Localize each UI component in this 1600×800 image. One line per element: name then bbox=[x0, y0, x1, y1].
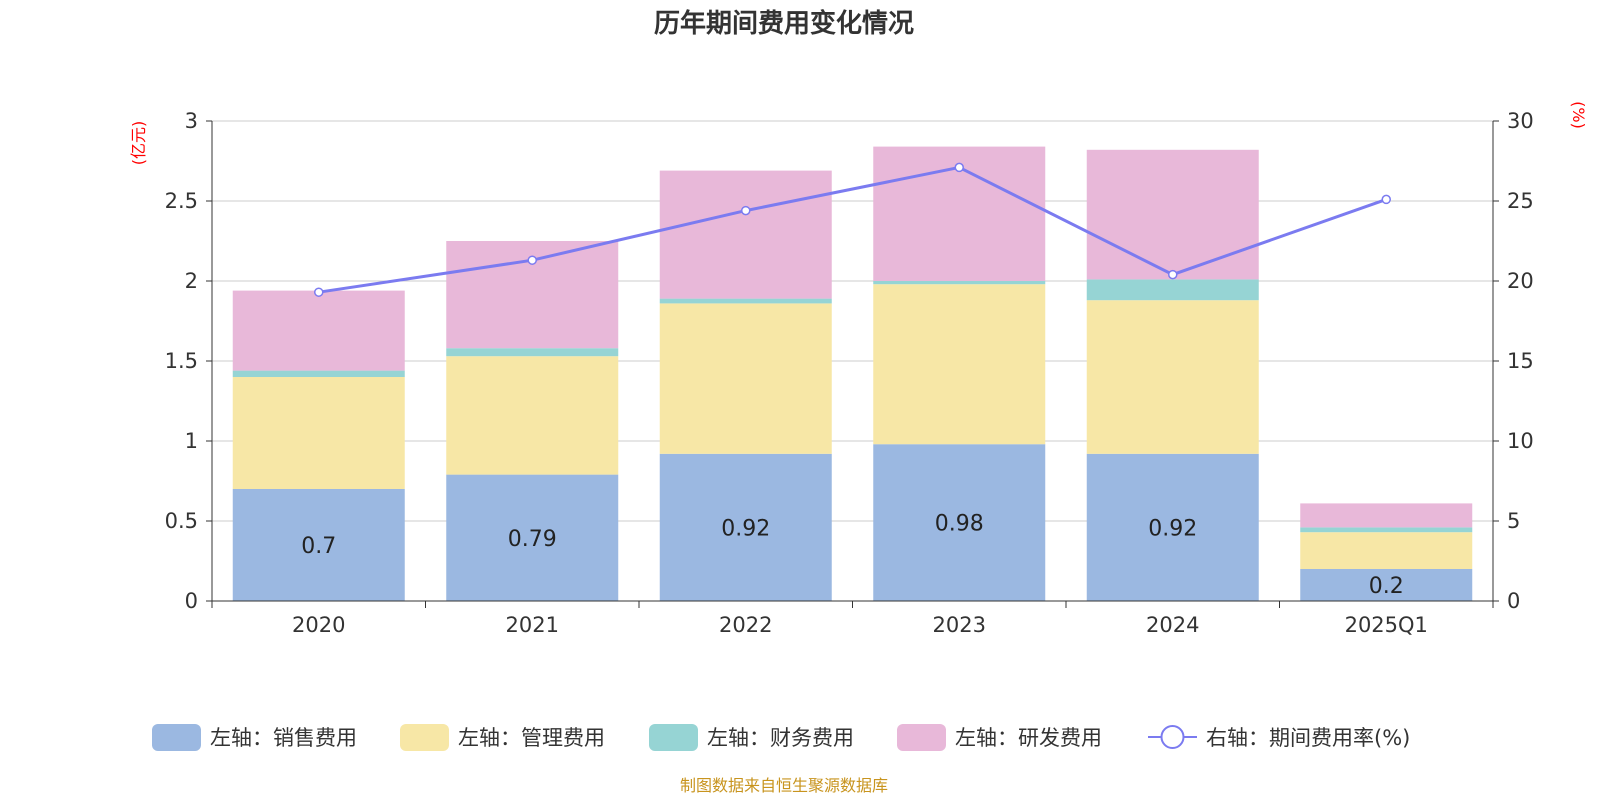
rate-point bbox=[741, 205, 751, 216]
source-note: 制图数据来自恒生聚源数据库 bbox=[680, 776, 888, 795]
legend-label: 左轴：管理费用 bbox=[458, 726, 605, 750]
rate-point bbox=[954, 162, 964, 173]
x-tick-label: 2021 bbox=[506, 613, 559, 637]
y-right-tick-label: 20 bbox=[1507, 269, 1534, 293]
grid bbox=[212, 120, 1493, 522]
bar-segment bbox=[873, 444, 1046, 601]
bar-segment bbox=[1086, 279, 1259, 301]
legend-swatch bbox=[152, 724, 201, 751]
rate-point bbox=[527, 255, 537, 265]
x-tick-label: 2022 bbox=[719, 613, 772, 637]
bar-segment bbox=[1300, 527, 1473, 533]
y-right-tick-label: 10 bbox=[1507, 429, 1534, 453]
y-right-tick-label: 5 bbox=[1507, 509, 1520, 533]
bar-segment bbox=[659, 453, 832, 601]
bar-segment bbox=[446, 348, 619, 357]
rate-point bbox=[314, 287, 324, 297]
data-label: 0.92 bbox=[721, 516, 770, 541]
data-label: 0.2 bbox=[1369, 574, 1404, 599]
legend-marker bbox=[1160, 725, 1185, 749]
legend-label: 左轴：销售费用 bbox=[210, 726, 357, 750]
y-left-tick-label: 1.5 bbox=[165, 349, 198, 373]
legend-label: 左轴：财务费用 bbox=[707, 726, 854, 750]
bar-segment bbox=[1086, 149, 1259, 280]
chart-title: 历年期间费用变化情况 bbox=[654, 8, 914, 39]
legend: 左轴：销售费用 左轴：管理费用 左轴：财务费用 左轴：研发费用 右轴：期间费用率(%) bbox=[152, 724, 1410, 751]
bar-segment bbox=[1300, 503, 1473, 528]
bars bbox=[232, 146, 1473, 601]
bar-segment bbox=[659, 303, 832, 454]
x-tick-label: 2023 bbox=[933, 613, 986, 637]
right-axis-unit: (%) bbox=[1569, 101, 1588, 129]
rate-line bbox=[314, 162, 1391, 297]
bar-segment bbox=[1300, 532, 1473, 569]
legend-label: 左轴：研发费用 bbox=[955, 726, 1102, 750]
y-left-tick-label: 0.5 bbox=[165, 509, 198, 533]
y-left-tick-label: 3 bbox=[185, 109, 198, 133]
left-axis-unit: (亿元) bbox=[129, 121, 148, 166]
legend-swatch bbox=[400, 724, 449, 751]
legend-swatch bbox=[897, 724, 946, 751]
data-label: 0.79 bbox=[508, 527, 557, 552]
rate-line-path bbox=[318, 165, 1387, 294]
bar-segment bbox=[1300, 569, 1473, 601]
x-tick-label: 2020 bbox=[292, 613, 345, 637]
bar-segment bbox=[232, 370, 405, 377]
y-left-tick-label: 0 bbox=[185, 589, 198, 613]
bar-segment bbox=[232, 377, 405, 489]
bar-segment bbox=[1086, 453, 1259, 601]
y-left-tick-label: 2 bbox=[185, 269, 198, 293]
data-label: 0.92 bbox=[1148, 516, 1197, 541]
data-labels: 0.7 0.79 0.92 0.98 0.92 0.2 bbox=[301, 512, 1404, 599]
y-right-tick-label: 30 bbox=[1507, 109, 1534, 133]
y-right-tick-label: 0 bbox=[1507, 589, 1520, 613]
bar-segment bbox=[873, 284, 1046, 445]
bar-segment bbox=[659, 298, 832, 304]
bar-segment bbox=[659, 170, 832, 299]
legend-swatch bbox=[649, 724, 698, 751]
x-tick-label: 2025Q1 bbox=[1345, 613, 1428, 637]
y-right-tick-label: 25 bbox=[1507, 189, 1534, 213]
rate-point bbox=[1168, 269, 1178, 280]
bar-segment bbox=[446, 474, 619, 601]
x-tick-label: 2024 bbox=[1146, 613, 1199, 637]
y-left-tick-label: 2.5 bbox=[165, 189, 198, 213]
bar-segment bbox=[1086, 300, 1259, 454]
y-right-tick-label: 15 bbox=[1507, 349, 1534, 373]
bar-segment bbox=[232, 489, 405, 601]
legend-label: 右轴：期间费用率(%) bbox=[1206, 726, 1410, 750]
data-label: 0.7 bbox=[301, 534, 336, 559]
bar-segment bbox=[873, 281, 1046, 285]
y-left-tick-label: 1 bbox=[185, 429, 198, 453]
axes: 0 0 0.5 5 1 10 1.5 15 2 20 2.5 25 3 30 2020 2021 2022 202… bbox=[165, 109, 1534, 637]
bar-segment bbox=[446, 356, 619, 475]
rate-point bbox=[1381, 194, 1391, 205]
bar-segment bbox=[232, 290, 405, 371]
data-label: 0.98 bbox=[935, 512, 984, 537]
